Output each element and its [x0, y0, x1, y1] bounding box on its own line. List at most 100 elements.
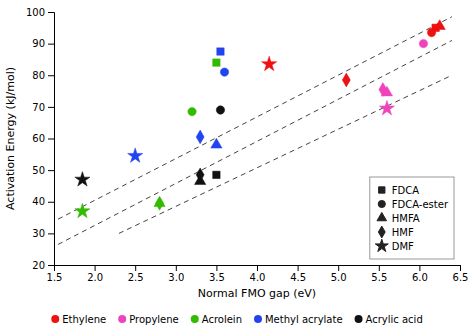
- legend-swatch: [51, 315, 59, 323]
- point: [342, 73, 350, 87]
- tick: 80: [32, 70, 54, 81]
- legend-swatch: [378, 226, 385, 238]
- point: [379, 83, 387, 97]
- tick-label: 3.5: [209, 272, 225, 283]
- legend-label: Methyl acrylate: [265, 314, 343, 325]
- tick-mark: [48, 202, 54, 203]
- tick-label: 5.0: [331, 272, 347, 283]
- tick-label: 40: [32, 196, 45, 207]
- tick-label: 2.0: [87, 272, 103, 283]
- tick-mark: [176, 265, 177, 271]
- legend-label: FDCA: [392, 185, 419, 196]
- tick: 50: [32, 165, 54, 176]
- point: [196, 130, 204, 144]
- tick-label: 70: [32, 102, 45, 113]
- tick-label: 50: [32, 165, 45, 176]
- legend-label: Acrylic acid: [366, 314, 423, 325]
- point: [220, 68, 228, 76]
- tick: 90: [32, 38, 54, 49]
- legend-label: DMF: [392, 241, 414, 252]
- legend-label: FDCA-ester: [392, 199, 449, 210]
- point: [419, 39, 427, 47]
- tick-mark: [216, 265, 217, 271]
- tick: 4.0: [250, 265, 266, 283]
- point: [434, 20, 445, 30]
- point: [75, 203, 90, 217]
- legend-label: Propylene: [129, 314, 179, 325]
- tick: 5.5: [371, 265, 387, 283]
- legend-label: Acrolein: [202, 314, 242, 325]
- y-axis: 20 30 40 50 60 70 80 90 100: [26, 7, 55, 271]
- tick-mark: [48, 107, 54, 108]
- legend-swatch: [355, 315, 363, 323]
- tick-label: 3.0: [168, 272, 184, 283]
- x-axis: 1.5 2.0 2.5 3.0 3.5 4.0 4.5 5.0 5.5 6.0 6.5: [47, 265, 469, 283]
- plot: 1.5 2.0 2.5 3.0 3.5 4.0 4.5 5.0 5.5 6.0 6.5 20 30 40 5…: [4, 7, 468, 300]
- legend-swatch: [378, 200, 385, 207]
- tick: 100: [26, 7, 54, 18]
- point: [262, 56, 277, 70]
- point: [156, 196, 164, 210]
- tick-mark: [48, 12, 54, 13]
- tick-label: 2.5: [128, 272, 144, 283]
- legend-label: HMFA: [392, 213, 420, 224]
- tick-mark: [338, 265, 339, 271]
- tick-label: 90: [32, 38, 45, 49]
- tick-label: 100: [26, 7, 45, 18]
- point: [379, 100, 394, 114]
- tick: 70: [32, 102, 54, 113]
- axis-line: [48, 13, 55, 266]
- tick-label: 4.0: [250, 272, 266, 283]
- tick: 6.5: [453, 265, 469, 283]
- point: [217, 48, 224, 55]
- tick-mark: [419, 265, 420, 271]
- tick: 3.0: [168, 265, 184, 283]
- chart: 1.5 2.0 2.5 3.0 3.5 4.0 4.5 5.0 5.5 6.0 6.5 20 30 40 5…: [0, 0, 474, 329]
- tick-label: 20: [32, 260, 45, 271]
- trend-line: [58, 17, 452, 219]
- tick-label: 5.5: [371, 272, 387, 283]
- tick-mark: [298, 265, 299, 271]
- tick-label: 6.5: [453, 272, 469, 283]
- tick: 60: [32, 133, 54, 144]
- legend-swatch: [118, 315, 126, 323]
- tick-mark: [48, 265, 54, 266]
- legend-swatch: [377, 212, 387, 220]
- tick: 1.5: [47, 265, 63, 283]
- x-axis-title: Normal FMO gap (eV): [198, 287, 316, 300]
- tick-label: 80: [32, 70, 45, 81]
- legend-swatch: [375, 239, 388, 251]
- legend-swatch: [254, 315, 262, 323]
- tick-mark: [379, 265, 380, 271]
- tick: 2.5: [128, 265, 144, 283]
- legend-swatch: [191, 315, 199, 323]
- point: [128, 148, 143, 162]
- point: [196, 168, 204, 182]
- tick-mark: [48, 75, 54, 76]
- y-axis-title: Activation Energy (kJ/mol): [4, 67, 17, 210]
- tick-label: 30: [32, 228, 45, 239]
- legend-swatch: [379, 187, 385, 193]
- point: [213, 171, 220, 178]
- tick-label: 6.0: [412, 272, 428, 283]
- tick-label: 1.5: [47, 272, 63, 283]
- tick-label: 60: [32, 133, 45, 144]
- tick-mark: [48, 44, 54, 45]
- tick: 4.5: [290, 265, 306, 283]
- tick-mark: [48, 170, 54, 171]
- tick-mark: [257, 265, 258, 271]
- point: [211, 138, 222, 148]
- tick: 2.0: [87, 265, 103, 283]
- tick: 3.5: [209, 265, 225, 283]
- point: [216, 106, 224, 114]
- legend: FDCA FDCA-ester HMFA HMF DMF: [370, 177, 454, 259]
- tick: 30: [32, 228, 54, 239]
- point: [75, 172, 90, 186]
- legend-box: [370, 177, 454, 259]
- legend-label: HMF: [392, 227, 414, 238]
- tick-mark: [48, 139, 54, 140]
- trend-line: [58, 40, 452, 244]
- axis-line: [55, 266, 461, 272]
- point: [188, 107, 196, 115]
- tick: 40: [32, 196, 54, 207]
